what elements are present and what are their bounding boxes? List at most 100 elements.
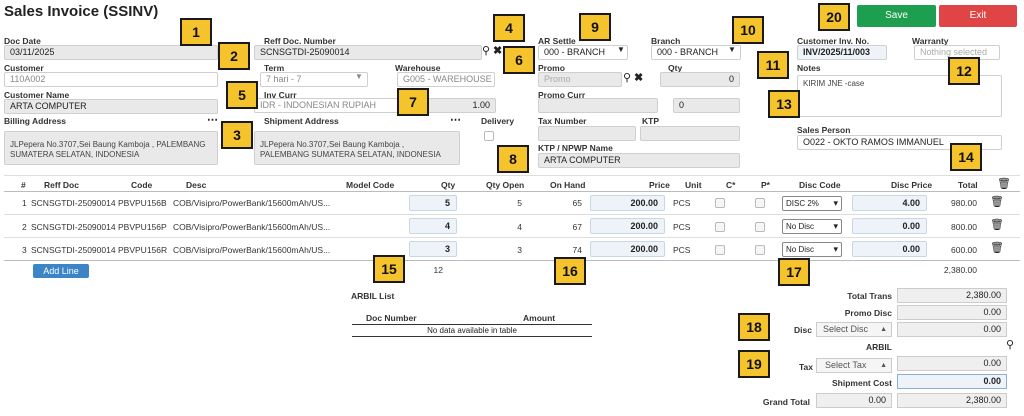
row-disc-price-input[interactable]: 0.00 bbox=[852, 218, 927, 234]
reff-doc-field[interactable]: SCNSGTDI-25090014 bbox=[254, 45, 482, 60]
row-p-checkbox[interactable] bbox=[755, 245, 765, 255]
row-divider bbox=[4, 237, 1020, 238]
billing-more-icon[interactable]: ⋯ bbox=[207, 114, 218, 126]
callout-marker: 2 bbox=[218, 42, 250, 70]
exit-button[interactable]: Exit bbox=[939, 5, 1017, 27]
branch-chevron-icon: ▼ bbox=[728, 45, 736, 54]
callout-marker: 6 bbox=[503, 46, 535, 74]
customer-inv-field[interactable]: INV/2025/11/003 bbox=[797, 45, 887, 60]
row-c-checkbox[interactable] bbox=[715, 198, 725, 208]
col-p: P* bbox=[761, 180, 770, 190]
row-p-checkbox[interactable] bbox=[755, 198, 765, 208]
disc-chevron-icon: ▲ bbox=[880, 326, 887, 333]
warehouse-select[interactable]: G005 - WAREHOUSE bbox=[397, 72, 495, 87]
shipment-cost-label: Shipment Cost bbox=[832, 378, 892, 388]
row-c-checkbox[interactable] bbox=[715, 245, 725, 255]
ktp-npwp-name-label: KTP / NPWP Name bbox=[538, 143, 613, 153]
tax-chevron-icon: ▲ bbox=[880, 362, 887, 369]
promo-label: Promo bbox=[538, 63, 565, 73]
row-c-checkbox[interactable] bbox=[715, 222, 725, 232]
qty-label: Qty bbox=[668, 63, 683, 73]
row-disc-code-select[interactable]: DISC 2% bbox=[782, 196, 842, 211]
total-trans-label: Total Trans bbox=[847, 291, 892, 301]
delete-all-icon[interactable]: 🗑 bbox=[997, 178, 1011, 190]
callout-marker: 13 bbox=[768, 90, 800, 118]
row-code: PBVPU156R bbox=[118, 245, 168, 255]
save-button[interactable]: Save bbox=[857, 5, 936, 27]
branch-select[interactable]: 000 - BRANCH bbox=[651, 45, 741, 60]
row-disc-code-select[interactable]: No Disc bbox=[782, 242, 842, 257]
callout-marker: 11 bbox=[757, 51, 789, 79]
row-unit: PCS bbox=[673, 198, 691, 208]
term-select[interactable]: 7 hari - 7 bbox=[260, 72, 368, 87]
customer-field[interactable]: 110A002 bbox=[4, 72, 218, 87]
arbil-label: ARBIL bbox=[866, 342, 892, 352]
row-price-input[interactable]: 200.00 bbox=[590, 241, 665, 257]
disc-select-label: Select Disc bbox=[823, 324, 869, 334]
callout-marker: 5 bbox=[226, 81, 258, 109]
inv-curr-select[interactable]: IDR - INDONESIAN RUPIAH bbox=[254, 98, 398, 113]
add-line-button[interactable]: Add Line bbox=[33, 264, 89, 278]
disc-select[interactable]: Select Disc ▲ bbox=[816, 322, 892, 337]
shipment-address-field[interactable]: JLPepera No.3707,Sei Baung Kamboja , PAL… bbox=[254, 131, 460, 165]
notes-label: Notes bbox=[797, 63, 821, 73]
row-no: 2 bbox=[22, 222, 27, 232]
row-disc-price-input[interactable]: 4.00 bbox=[852, 195, 927, 211]
col-disc-price: Disc Price bbox=[891, 180, 933, 190]
col-price: Price bbox=[649, 180, 670, 190]
branch-label: Branch bbox=[651, 36, 681, 46]
ar-settle-select[interactable]: 000 - BRANCH bbox=[538, 45, 628, 60]
clear-icon[interactable]: ✖ bbox=[493, 45, 503, 57]
row-reff: SCNSGTDI-25090014 bbox=[31, 222, 116, 232]
billing-address-field[interactable]: JLPepera No.3707,Sei Baung Kamboja , PAL… bbox=[4, 131, 218, 165]
promo-search-icon[interactable]: ⚲ bbox=[623, 72, 632, 84]
shipment-more-icon[interactable]: ⋯ bbox=[450, 114, 461, 126]
row-qty-open: 3 bbox=[517, 245, 522, 255]
row-on-hand: 74 bbox=[572, 245, 582, 255]
delivery-label: Delivery bbox=[481, 116, 515, 126]
promo-curr-label: Promo Curr bbox=[538, 90, 586, 100]
row-p-checkbox[interactable] bbox=[755, 222, 765, 232]
row-delete-icon[interactable]: 🗑 bbox=[990, 196, 1004, 208]
table-header-divider bbox=[4, 191, 1020, 192]
promo-clear-icon[interactable]: ✖ bbox=[634, 72, 644, 84]
row-disc-price-input[interactable]: 0.00 bbox=[852, 241, 927, 257]
row-desc: COB/Visipro/PowerBank/15600mAh/US... bbox=[173, 222, 331, 232]
row-qty-input[interactable]: 4 bbox=[409, 218, 457, 234]
search-icon[interactable]: ⚲ bbox=[482, 45, 491, 57]
col-qty-open: Qty Open bbox=[486, 180, 525, 190]
ktp-field[interactable] bbox=[640, 126, 740, 141]
row-qty-input[interactable]: 5 bbox=[409, 195, 457, 211]
term-chevron-icon: ▼ bbox=[355, 72, 363, 81]
tax-select[interactable]: Select Tax ▲ bbox=[816, 358, 892, 373]
arbil-list-title: ARBIL List bbox=[351, 291, 395, 301]
row-price-input[interactable]: 200.00 bbox=[590, 195, 665, 211]
sales-person-label: Sales Person bbox=[797, 125, 851, 135]
col-unit: Unit bbox=[685, 180, 702, 190]
row-delete-icon[interactable]: 🗑 bbox=[990, 242, 1004, 254]
callout-marker: 3 bbox=[221, 121, 253, 149]
callout-marker: 10 bbox=[732, 16, 764, 44]
row-total: 600.00 bbox=[951, 245, 977, 255]
doc-date-field[interactable]: 03/11/2025 bbox=[4, 45, 218, 60]
row-code: PBVPU156B bbox=[118, 198, 167, 208]
tax-label: Tax bbox=[798, 362, 813, 372]
row-qty-open: 4 bbox=[517, 222, 522, 232]
delivery-checkbox[interactable] bbox=[484, 131, 494, 141]
col-model-code: Model Code bbox=[346, 180, 395, 190]
warehouse-label: Warehouse bbox=[395, 63, 441, 73]
row-qty-input[interactable]: 3 bbox=[409, 241, 457, 257]
row-delete-icon[interactable]: 🗑 bbox=[990, 219, 1004, 231]
callout-marker: 16 bbox=[554, 257, 586, 285]
callout-marker: 15 bbox=[373, 255, 405, 283]
arbil-search-icon[interactable]: ⚲ bbox=[1006, 339, 1015, 351]
shipment-cost-input[interactable]: 0.00 bbox=[897, 374, 1007, 389]
tax-number-label: Tax Number bbox=[538, 116, 587, 126]
tax-number-field[interactable] bbox=[538, 126, 636, 141]
row-disc-code-select[interactable]: No Disc bbox=[782, 219, 842, 234]
ktp-npwp-name-field[interactable]: ARTA COMPUTER bbox=[538, 153, 740, 168]
table-bottom-divider bbox=[4, 260, 1020, 261]
promo-field[interactable]: Promo bbox=[538, 72, 622, 87]
row-price-input[interactable]: 200.00 bbox=[590, 218, 665, 234]
promo-curr-field bbox=[538, 98, 658, 113]
